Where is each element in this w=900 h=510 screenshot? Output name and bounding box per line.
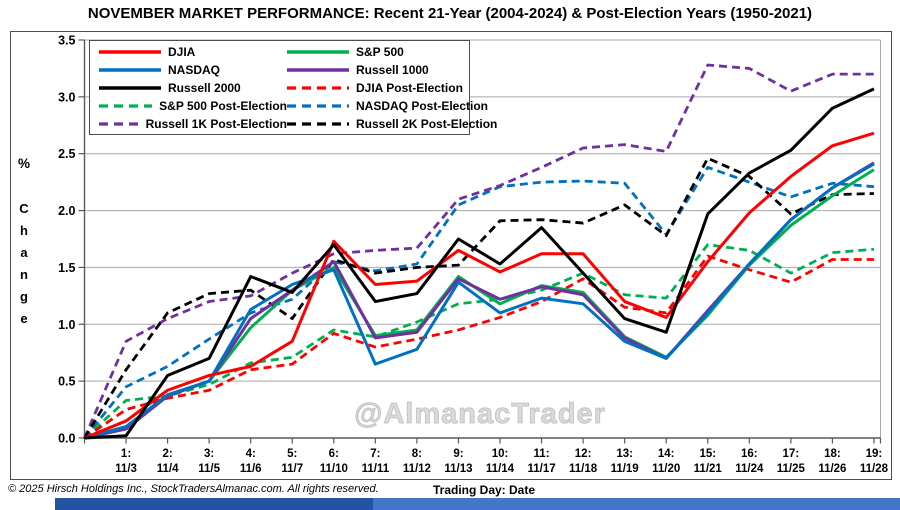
legend-line-sample <box>99 85 161 90</box>
legend-label: S&P 500 <box>356 44 404 59</box>
x-tick-day-label: 14: <box>658 448 675 460</box>
copyright-text: © 2025 Hirsch Holdings Inc., StockTrader… <box>8 483 379 495</box>
x-tick-date-label: 11/13 <box>444 463 472 475</box>
x-tick-date-label: 11/18 <box>569 463 598 475</box>
y-tick-label: 1.5 <box>58 261 75 275</box>
x-tick-day-label: 15: <box>699 448 716 460</box>
legend-item-s-p-500: S&P 500 <box>287 43 497 60</box>
x-tick-date-label: 11/17 <box>527 463 555 475</box>
x-tick-day-label: 3: <box>204 448 214 460</box>
chart-title: NOVEMBER MARKET PERFORMANCE: Recent 21-Y… <box>87 5 813 22</box>
x-tick-day-label: 8: <box>412 448 422 460</box>
y-axis-word-letter: h <box>20 223 28 238</box>
legend-line-sample <box>287 49 349 54</box>
x-tick-date-label: 11/20 <box>652 463 680 475</box>
x-tick-day-label: 2: <box>162 448 172 460</box>
x-tick-date-label: 11/19 <box>611 463 639 475</box>
x-tick-day-label: 11: <box>534 448 550 460</box>
x-tick-day-label: 6: <box>329 448 339 460</box>
y-axis-word-letter: n <box>20 267 28 282</box>
series-line-russell-2000 <box>84 87 875 440</box>
legend-label: Russell 2000 <box>168 80 241 95</box>
series-line-s-p-500 <box>84 168 875 440</box>
x-tick-date-label: 11/10 <box>320 463 348 475</box>
bottom-bar-right-segment <box>373 498 900 510</box>
x-tick-date-label: 11/12 <box>403 463 431 475</box>
series-line-djia <box>83 131 875 440</box>
y-tick-label: 3.5 <box>58 34 75 48</box>
legend-line-sample <box>287 103 349 108</box>
legend-label: S&P 500 Post-Election <box>159 98 287 113</box>
legend-line-sample <box>99 49 161 54</box>
legend-label: Russell 2K Post-Election <box>356 116 498 131</box>
x-tick-date-label: 11/11 <box>362 463 390 475</box>
y-axis-word-letter: C <box>19 201 29 216</box>
x-tick-day-label: 13: <box>616 448 633 460</box>
legend-item-russell-1000: Russell 1000 <box>287 61 497 78</box>
legend-item-djia: DJIA <box>99 43 287 60</box>
series-line-russell-1k-post-election <box>83 63 874 439</box>
x-tick-date-label: 11/5 <box>198 463 220 475</box>
y-axis-percent-symbol: % <box>18 156 30 171</box>
x-tick-day-label: 16: <box>741 448 758 460</box>
legend-item-djia-post-election: DJIA Post-Election <box>287 79 497 96</box>
x-tick-day-label: 4: <box>246 448 256 460</box>
legend-label: Russell 1000 <box>356 62 429 77</box>
legend-line-sample <box>99 121 139 126</box>
x-tick-day-label: 1: <box>121 448 131 460</box>
legend-line-sample <box>287 85 349 90</box>
legend-label: DJIA Post-Election <box>356 80 463 95</box>
series-line-nasdaq <box>84 162 875 440</box>
y-tick-label: 0.0 <box>58 432 75 446</box>
y-tick-label: 3.0 <box>58 90 75 104</box>
x-tick-day-label: 9: <box>453 448 463 460</box>
x-tick-day-label: 7: <box>370 448 380 460</box>
legend-item-russell-1k-post-election: Russell 1K Post-Election <box>99 115 287 132</box>
y-tick-label: 0.5 <box>58 375 75 389</box>
legend-line-sample <box>99 103 153 108</box>
x-tick-date-label: 11/14 <box>486 463 515 475</box>
legend-label: Russell 1K Post-Election <box>145 116 287 131</box>
y-axis-word-letter: e <box>20 311 27 326</box>
x-tick-date-label: 11/26 <box>818 463 846 475</box>
legend-line-sample <box>287 67 349 72</box>
legend-label: NASDAQ <box>168 62 221 77</box>
x-tick-date-label: 11/3 <box>115 463 137 475</box>
legend-line-sample <box>287 121 349 126</box>
y-axis-word-letter: g <box>20 289 28 304</box>
x-tick-date-label: 11/4 <box>157 463 179 475</box>
y-axis-word-letter: a <box>20 245 28 260</box>
legend: DJIA S&P 500 NASDAQ Russell 1000 Russell 200… <box>89 40 497 135</box>
legend-item-nasdaq-post-election: NASDAQ Post-Election <box>287 97 497 114</box>
legend-label: DJIA <box>168 44 196 59</box>
y-tick-label: 2.0 <box>58 204 75 218</box>
x-tick-date-label: 11/6 <box>240 463 262 475</box>
legend-item-russell-2000: Russell 2000 <box>99 79 287 96</box>
chart-frame <box>10 31 892 480</box>
x-tick-day-label: 5: <box>287 448 297 460</box>
x-tick-day-label: 19: <box>866 448 883 460</box>
series-line-s-p-500-post-election <box>83 243 875 440</box>
series-line-djia-post-election <box>83 254 874 440</box>
x-tick-day-label: 18: <box>824 448 841 460</box>
y-tick-label: 2.5 <box>58 147 75 161</box>
x-tick-day-label: 10: <box>492 448 509 460</box>
watermark: @AlmanacTrader <box>354 398 606 431</box>
x-tick-date-label: 11/7 <box>281 463 303 475</box>
legend-label: NASDAQ Post-Election <box>356 98 489 113</box>
legend-item-russell-2k-post-election: Russell 2K Post-Election <box>287 115 497 132</box>
legend-item-nasdaq: NASDAQ <box>99 61 287 78</box>
y-tick-label: 1.0 <box>58 318 75 332</box>
x-tick-date-label: 11/25 <box>777 463 806 475</box>
x-axis-title: Trading Day: Date <box>432 483 536 497</box>
legend-item-s-p-500-post-election: S&P 500 Post-Election <box>99 97 287 114</box>
x-tick-date-label: 11/28 <box>860 463 889 475</box>
x-tick-day-label: 17: <box>783 448 800 460</box>
legend-line-sample <box>99 67 161 72</box>
x-tick-date-label: 11/21 <box>694 463 723 475</box>
x-tick-date-label: 11/24 <box>735 463 764 475</box>
x-tick-day-label: 12: <box>575 448 592 460</box>
bottom-bar-left-segment <box>55 498 373 510</box>
